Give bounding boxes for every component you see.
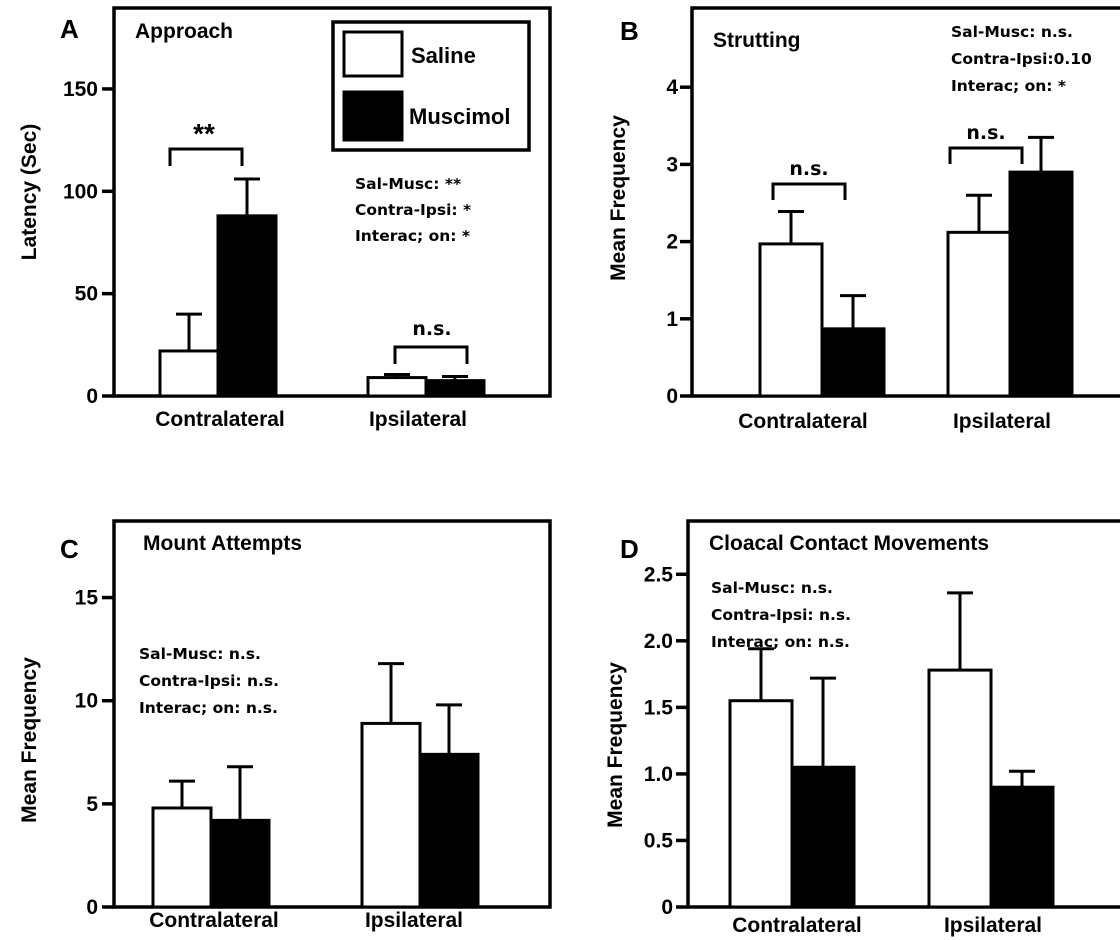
panel-b-category-contralateral: Contralateral — [738, 410, 868, 433]
panel-c-yticks: 0 5 10 15 — [75, 587, 114, 919]
panel-d-stats-line-2: Contra-Ipsi: n.s. — [711, 606, 851, 624]
panel-b-letter: B — [620, 16, 639, 46]
panel-b-ylabel: Mean Frequency — [607, 115, 630, 281]
panel-c-letter: C — [60, 534, 79, 564]
panel-c-ytick-label: 10 — [75, 690, 98, 713]
panel-b-yticks: 0 1 2 3 4 — [666, 76, 692, 408]
panel-d-frame — [686, 519, 1120, 909]
panel-b-ytick-label: 1 — [666, 308, 678, 331]
panel-d-bar-saline-ipsilateral — [927, 668, 993, 909]
panel-b-bracket-contralateral — [771, 182, 847, 200]
panel-b-stats-line-2: Contra-Ipsi:0.10 — [951, 50, 1092, 68]
panel-c-category-ipsilateral: Ipsilateral — [365, 909, 463, 932]
panel-a-stats-line-1: Sal-Musc: ** — [355, 175, 461, 193]
panel-b-significance-contralateral: n.s. — [789, 158, 828, 180]
panel-a-bar-saline-ipsilateral — [366, 376, 428, 398]
panel-c: C Mount Attempts Mean Frequency 0 5 10 15 C… — [18, 519, 552, 932]
panel-d-bar-muscimol-contralateral — [790, 765, 856, 909]
panel-a-bar-saline-contralateral — [158, 349, 220, 398]
panel-b-bar-saline-ipsilateral — [946, 230, 1012, 398]
legend-label-muscimol: Muscimol — [409, 104, 510, 129]
panel-d-ytick-label: 0 — [661, 896, 673, 919]
panel-c-stats-line-1: Sal-Musc: n.s. — [139, 645, 261, 663]
panel-b-ytick-label: 3 — [666, 153, 678, 176]
legend: Saline Muscimol — [331, 20, 531, 152]
panel-b-ytick-label: 0 — [666, 385, 678, 408]
panel-c-bar-muscimol-ipsilateral — [418, 752, 480, 909]
panel-d-ytick-label: 0.5 — [644, 829, 674, 852]
panel-a-category-contralateral: Contralateral — [155, 408, 285, 431]
panel-c-stats-line-2: Contra-Ipsi: n.s. — [139, 672, 279, 690]
panel-b-bar-muscimol-contralateral — [820, 327, 886, 398]
panel-a-bars — [158, 177, 486, 398]
panel-a-ylabel: Latency (Sec) — [18, 124, 41, 261]
panel-d-letter: D — [620, 534, 639, 564]
panel-b: B Strutting Mean Frequency 0 1 2 3 4 Contral… — [607, 6, 1120, 433]
panel-a: A Approach Latency (Sec) 0 50 100 150 Contr… — [18, 6, 552, 431]
panel-c-ytick-label: 15 — [75, 587, 99, 610]
panel-a-bar-muscimol-contralateral — [216, 214, 278, 398]
panel-c-title: Mount Attempts — [143, 532, 302, 555]
panel-a-yticks: 0 50 100 150 — [63, 78, 114, 408]
panel-c-ytick-label: 5 — [86, 793, 98, 816]
panel-c-bar-saline-ipsilateral — [360, 721, 422, 909]
panel-c-bar-saline-contralateral — [151, 806, 213, 909]
panel-b-bars — [758, 135, 1074, 398]
panel-b-frame — [690, 6, 1120, 398]
panel-b-stats-line-1: Sal-Musc: n.s. — [951, 23, 1073, 41]
panel-b-bar-muscimol-ipsilateral — [1008, 170, 1074, 398]
panel-a-bar-muscimol-ipsilateral — [424, 379, 486, 398]
panel-d-ytick-label: 2.0 — [644, 630, 673, 653]
panel-b-bar-saline-contralateral — [758, 242, 824, 398]
panel-d-category-ipsilateral: Ipsilateral — [944, 914, 1042, 937]
panel-a-bracket-contralateral — [168, 147, 244, 166]
panel-d-stats-line-3: Interac; on: n.s. — [711, 633, 850, 651]
legend-label-saline: Saline — [411, 43, 476, 68]
panel-d-ytick-label: 2.5 — [644, 563, 674, 586]
panel-d-stats-line-1: Sal-Musc: n.s. — [711, 579, 833, 597]
panel-d-bar-saline-contralateral — [728, 699, 794, 909]
panel-d-yticks: 0 0.5 1.0 1.5 2.0 2.5 — [644, 563, 688, 919]
panel-a-letter: A — [60, 14, 79, 44]
panel-d-bar-muscimol-ipsilateral — [989, 785, 1055, 909]
panel-b-ytick-label: 2 — [666, 231, 678, 254]
panel-c-bar-muscimol-contralateral — [209, 818, 271, 909]
panel-b-ytick-label: 4 — [666, 76, 678, 99]
panel-b-title: Strutting — [713, 29, 800, 52]
legend-swatch-saline — [342, 30, 404, 78]
panel-a-ytick-label: 100 — [63, 180, 98, 203]
panel-a-ytick-label: 150 — [63, 78, 98, 101]
panel-c-bars — [151, 662, 480, 909]
panel-b-significance-ipsilateral: n.s. — [966, 122, 1005, 144]
panel-a-bracket-ipsilateral — [393, 345, 469, 364]
panel-d-ytick-label: 1.5 — [644, 696, 674, 719]
legend-swatch-muscimol — [342, 90, 404, 142]
panel-c-category-contralateral: Contralateral — [149, 909, 279, 932]
panel-c-stats-line-3: Interac; on: n.s. — [139, 699, 278, 717]
panel-d-bars — [728, 591, 1055, 909]
panel-d-category-contralateral: Contralateral — [732, 914, 862, 937]
panel-a-stats-line-3: Interac; on: * — [355, 227, 470, 245]
panel-a-category-ipsilateral: Ipsilateral — [369, 408, 467, 431]
panel-b-stats-line-3: Interac; on: * — [951, 77, 1066, 95]
panel-a-significance-contralateral: ** — [193, 118, 215, 149]
panel-d-title: Cloacal Contact Movements — [709, 532, 989, 555]
panel-d-ytick-label: 1.0 — [644, 763, 673, 786]
panel-a-title: Approach — [135, 20, 233, 43]
panel-c-ytick-label: 0 — [86, 896, 98, 919]
panel-c-frame — [112, 519, 552, 909]
panel-a-ytick-label: 50 — [75, 283, 98, 306]
panel-c-ylabel: Mean Frequency — [18, 657, 41, 823]
panel-a-significance-ipsilateral: n.s. — [412, 318, 451, 340]
panel-a-stats-line-2: Contra-Ipsi: * — [355, 201, 471, 219]
panel-d: D Cloacal Contact Movements Mean Frequen… — [604, 519, 1120, 937]
panel-a-frame — [112, 6, 552, 398]
panel-a-ytick-label: 0 — [86, 385, 98, 408]
panel-b-category-ipsilateral: Ipsilateral — [953, 410, 1051, 433]
panel-b-bracket-ipsilateral — [948, 146, 1024, 164]
panel-d-ylabel: Mean Frequency — [604, 662, 627, 828]
